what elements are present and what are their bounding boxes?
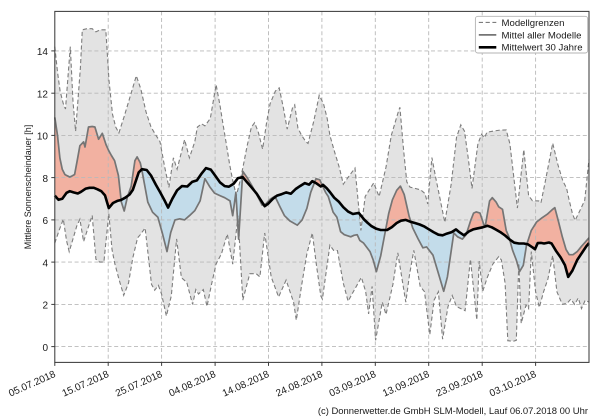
svg-text:12: 12 bbox=[37, 90, 49, 101]
svg-text:8: 8 bbox=[42, 174, 48, 185]
svg-text:Mittelwert 30 Jahre: Mittelwert 30 Jahre bbox=[502, 43, 583, 54]
svg-text:6: 6 bbox=[42, 216, 48, 227]
svg-text:Mittlere Sonnenscheindauer [h]: Mittlere Sonnenscheindauer [h] bbox=[23, 125, 33, 250]
svg-text:10: 10 bbox=[37, 132, 49, 143]
svg-text:0: 0 bbox=[42, 343, 48, 354]
svg-text:Modellgrenzen: Modellgrenzen bbox=[502, 18, 565, 29]
svg-text:Mittel aller Modelle: Mittel aller Modelle bbox=[502, 30, 582, 41]
svg-text:2: 2 bbox=[42, 301, 48, 312]
svg-text:14: 14 bbox=[37, 47, 49, 58]
svg-text:(c) Donnerwetter.de GmbH SLM-M: (c) Donnerwetter.de GmbH SLM-Modell, Lau… bbox=[318, 406, 588, 417]
svg-text:4: 4 bbox=[42, 258, 48, 269]
